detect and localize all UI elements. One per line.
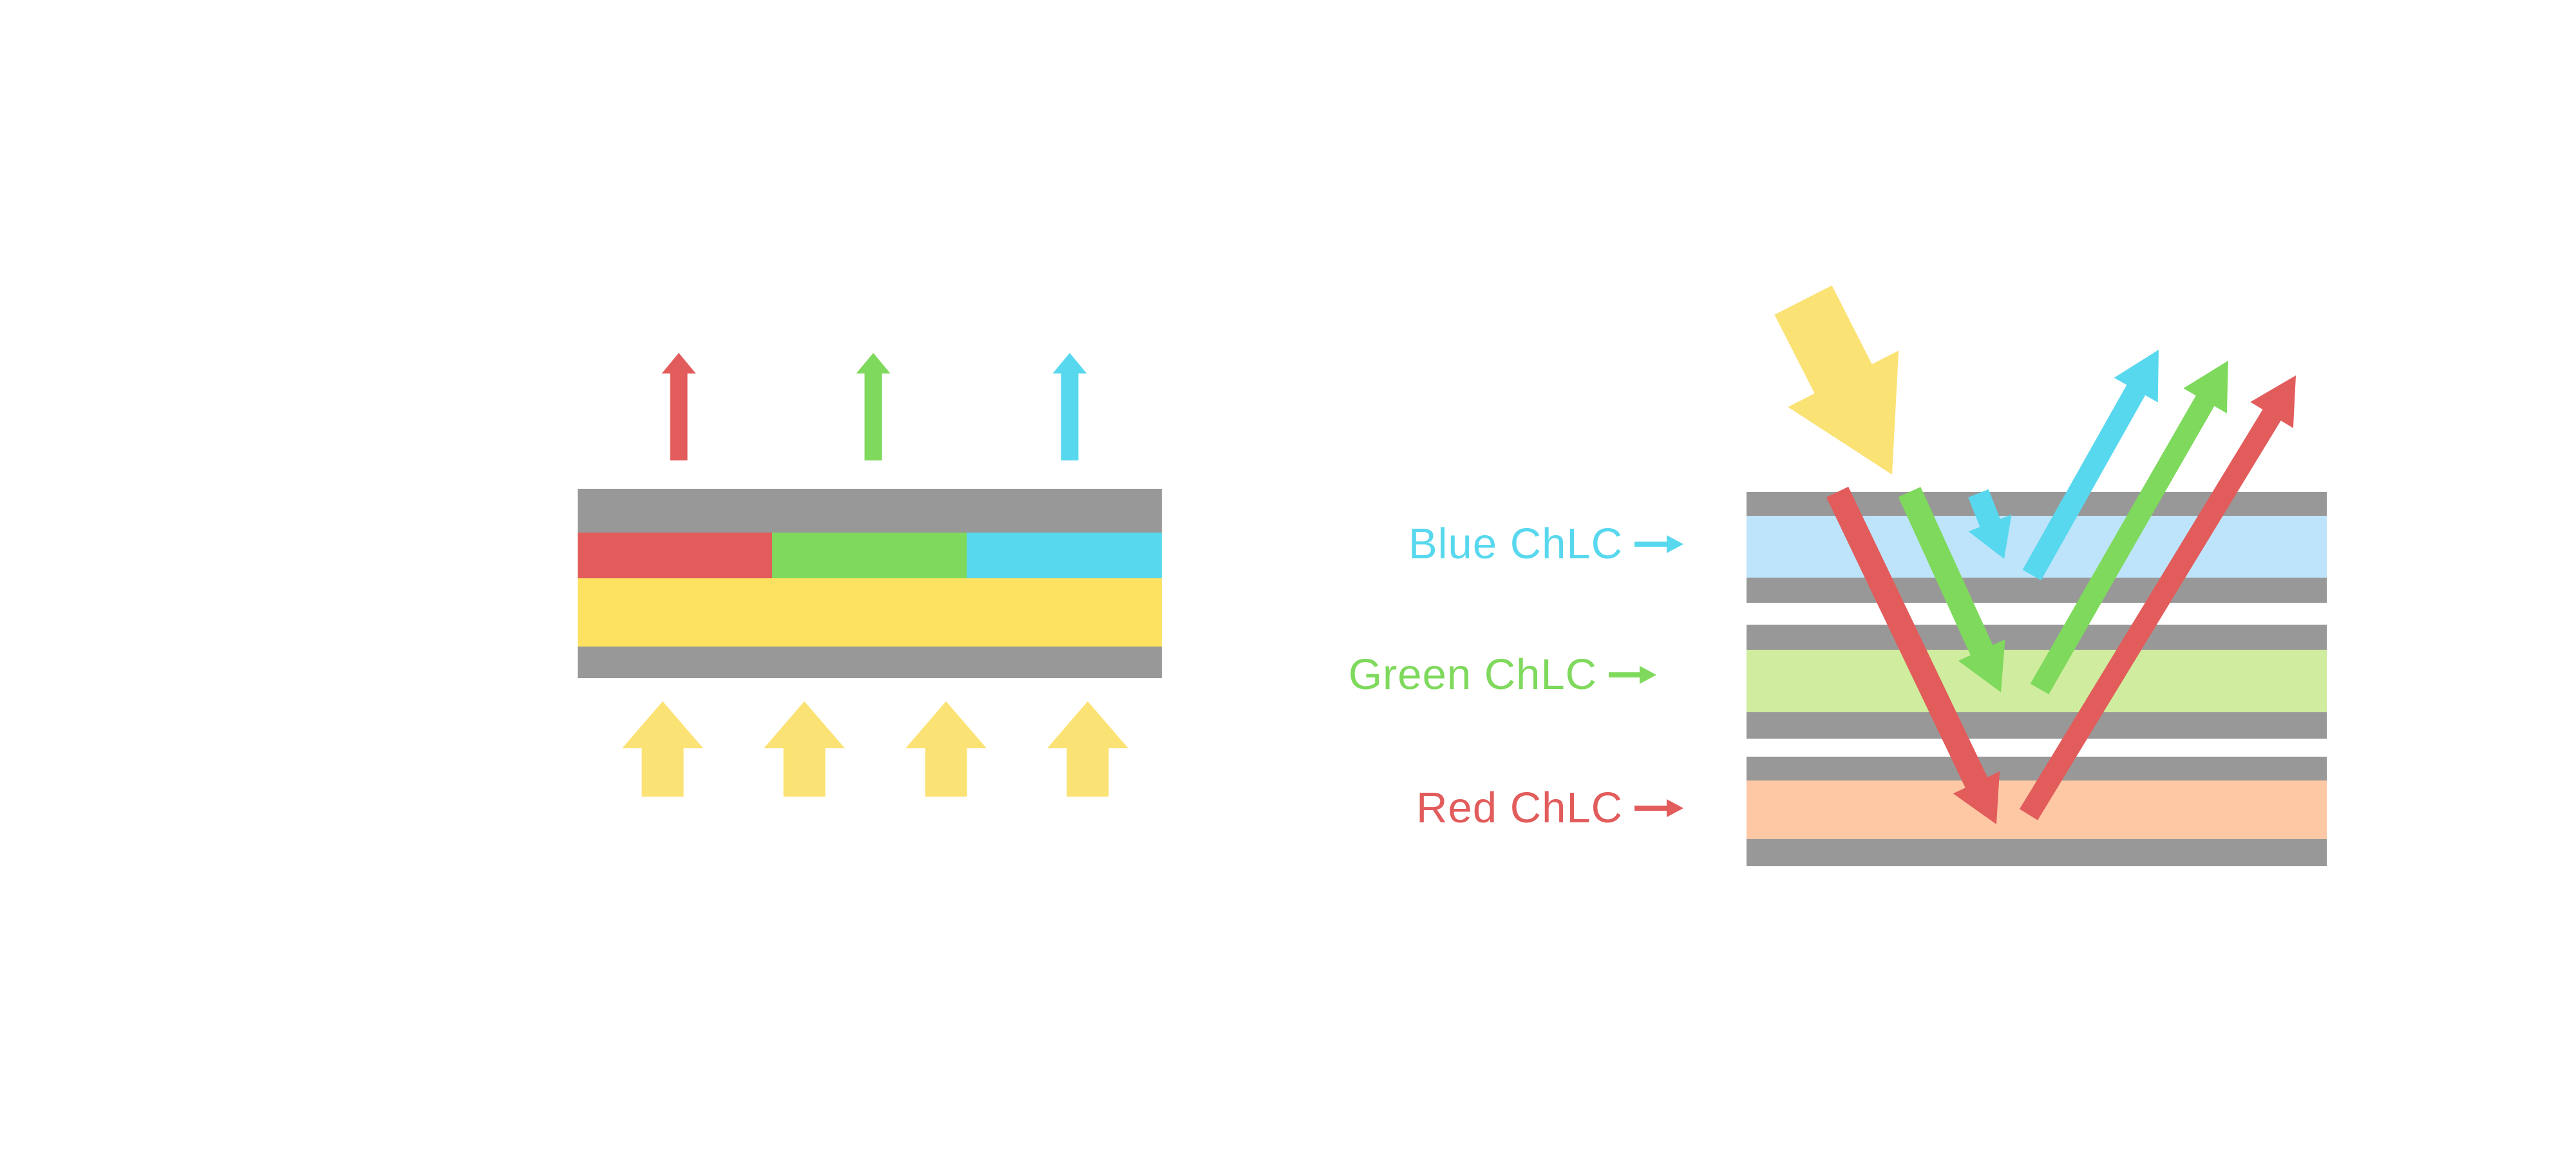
green-transmitted-arrow <box>856 353 891 460</box>
red-panel-bottom-substrate <box>1747 839 2327 866</box>
cyan-reflected-arrow <box>2022 350 2159 581</box>
green-reflected-arrow <box>2030 361 2228 695</box>
blue-panel-bottom-substrate <box>1747 578 2327 603</box>
left-cyan-segment <box>967 533 1162 578</box>
incident-light-arrow <box>1774 285 1899 475</box>
backlight-arrow-1 <box>622 701 703 797</box>
left-red-segment <box>578 533 772 578</box>
left-yellow-layer <box>578 578 1162 647</box>
label-red-chlc-text: Red ChLC <box>1416 784 1623 832</box>
blue-label-pointer-arrow <box>1634 535 1683 553</box>
green-refracted-arrow <box>1898 487 2005 692</box>
red-reflected-arrow <box>2019 375 2296 820</box>
label-blue-chlc-text: Blue ChLC <box>1408 520 1623 568</box>
red-panel-top-substrate <box>1747 757 2327 780</box>
green-panel-top-substrate <box>1747 625 2327 650</box>
red-refracted-arrow <box>1826 486 2000 824</box>
backlight-arrow-4 <box>1047 701 1128 797</box>
backlight-arrow-3 <box>905 701 987 797</box>
green-panel-bottom-substrate <box>1747 712 2327 739</box>
label-green-chlc-text: Green ChLC <box>1348 650 1597 699</box>
cyan-transmitted-arrow <box>1052 353 1087 460</box>
label-green-chlc: Green ChLC <box>1349 652 1597 698</box>
green-label-pointer-arrow <box>1609 666 1656 684</box>
red-transmitted-arrow <box>661 353 696 460</box>
right-diagram-chlc-stack <box>1609 285 2327 866</box>
red-label-pointer-arrow <box>1634 799 1683 817</box>
label-red-chlc: Red ChLC <box>1416 785 1623 831</box>
left-green-segment <box>772 533 967 578</box>
label-blue-chlc: Blue ChLC <box>1408 521 1623 567</box>
left-top-substrate <box>578 489 1162 533</box>
left-bottom-substrate <box>578 647 1162 678</box>
backlight-arrow-2 <box>764 701 845 797</box>
cyan-refracted-arrow <box>1968 489 2012 559</box>
left-diagram-transmissive-stack <box>578 353 1162 797</box>
